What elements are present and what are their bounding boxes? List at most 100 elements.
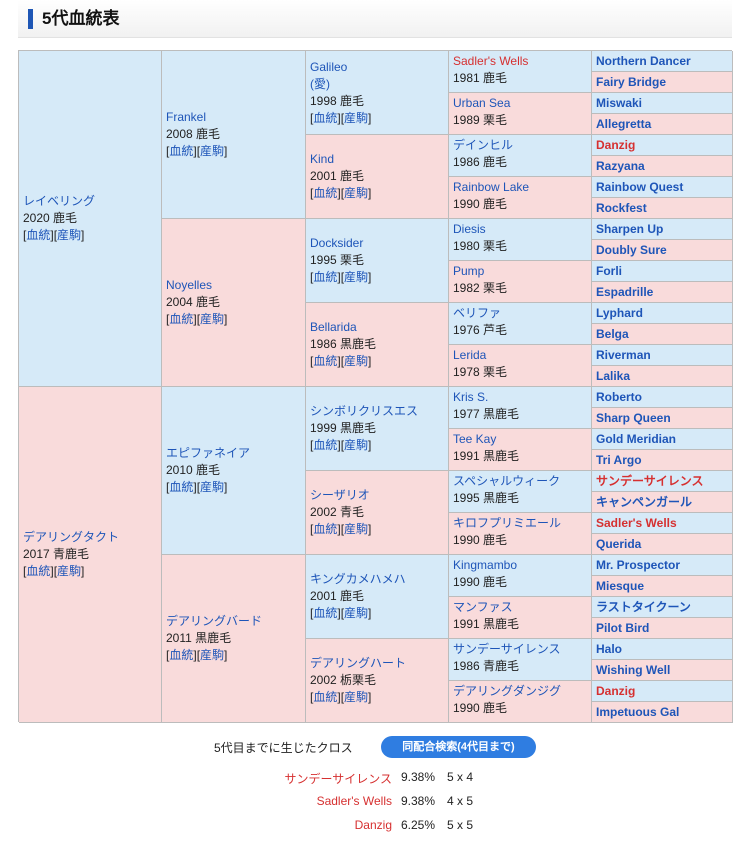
- offspring-link[interactable]: 産駒: [344, 270, 369, 284]
- horse-name[interactable]: Noyelles: [166, 278, 213, 292]
- offspring-link[interactable]: 産駒: [200, 312, 225, 326]
- horse-name[interactable]: Gold Meridian: [596, 431, 677, 446]
- horse-name[interactable]: Roberto: [596, 389, 642, 404]
- horse-name[interactable]: Halo: [596, 641, 623, 656]
- horse-name[interactable]: レイベリング: [23, 194, 96, 208]
- horse-name[interactable]: スペシャルウィーク: [453, 474, 561, 488]
- horse-name[interactable]: Kingmambo: [453, 558, 518, 572]
- blood-link[interactable]: 血統: [169, 312, 194, 326]
- offspring-link[interactable]: 産駒: [344, 522, 369, 536]
- horse-name[interactable]: デインヒル: [453, 138, 514, 152]
- horse-name[interactable]: Docksider: [310, 236, 364, 250]
- horse-name[interactable]: Razyana: [596, 158, 645, 173]
- offspring-link[interactable]: 産駒: [344, 606, 369, 620]
- horse-name[interactable]: Pilot Bird: [596, 620, 650, 635]
- horse-name[interactable]: キャンペンガール: [596, 494, 693, 509]
- horse-name[interactable]: Kris S.: [453, 390, 489, 404]
- horse-name[interactable]: デアリングタクト: [23, 530, 120, 544]
- blood-link[interactable]: 血統: [169, 480, 194, 494]
- horse-name[interactable]: キングカメハメハ: [310, 572, 406, 586]
- blood-link[interactable]: 血統: [169, 144, 194, 158]
- offspring-link[interactable]: 産駒: [344, 354, 369, 368]
- horse-name[interactable]: ラストタイクーン: [596, 599, 691, 614]
- horse-name[interactable]: Rockfest: [596, 200, 647, 215]
- horse-name[interactable]: Impetuous Gal: [596, 704, 680, 719]
- horse-origin[interactable]: (愛): [310, 76, 330, 91]
- horse-name[interactable]: Doubly Sure: [596, 242, 667, 257]
- horse-name[interactable]: Frankel: [166, 110, 207, 124]
- horse-name[interactable]: Diesis: [453, 222, 486, 236]
- horse-name[interactable]: Sharpen Up: [596, 221, 664, 236]
- horse-name[interactable]: Fairy Bridge: [596, 74, 667, 89]
- horse-name[interactable]: Galileo: [310, 59, 348, 74]
- blood-link[interactable]: 血統: [313, 354, 338, 368]
- horse-name[interactable]: Riverman: [596, 347, 651, 362]
- gen4-horse-cell: Pump 1982 栗毛: [449, 261, 592, 303]
- horse-info: 2001 鹿毛: [310, 169, 365, 183]
- offspring-link[interactable]: 産駒: [57, 228, 82, 242]
- blood-link[interactable]: 血統: [313, 110, 338, 125]
- horse-name[interactable]: Northern Dancer: [596, 53, 691, 68]
- blood-link[interactable]: 血統: [313, 690, 338, 704]
- horse-name[interactable]: サンデーサイレンス: [453, 642, 561, 656]
- horse-name[interactable]: キロフプリミエール: [453, 516, 562, 530]
- horse-name[interactable]: Tee Kay: [453, 432, 497, 446]
- blood-link[interactable]: 血統: [313, 270, 338, 284]
- horse-name[interactable]: Miswaki: [596, 95, 643, 110]
- offspring-link[interactable]: 産駒: [57, 564, 82, 578]
- horse-name[interactable]: デアリングハート: [310, 656, 407, 670]
- cross-horse-name[interactable]: Sadler's Wells: [316, 794, 392, 808]
- horse-name[interactable]: Sadler's Wells: [596, 515, 677, 530]
- offspring-link[interactable]: 産駒: [344, 438, 369, 452]
- header-accent-bar: [28, 9, 33, 29]
- horse-name[interactable]: Pump: [453, 264, 485, 278]
- horse-name[interactable]: Danzig: [596, 137, 636, 152]
- horse-name[interactable]: サンデーサイレンス: [596, 473, 704, 488]
- blood-link[interactable]: 血統: [313, 186, 338, 200]
- horse-name[interactable]: Tri Argo: [596, 452, 642, 467]
- horse-name[interactable]: Danzig: [596, 683, 636, 698]
- horse-name[interactable]: Mr. Prospector: [596, 557, 681, 572]
- horse-name[interactable]: シンボリクリスエス: [310, 404, 419, 418]
- horse-name[interactable]: Espadrille: [596, 284, 654, 299]
- horse-name[interactable]: マンファス: [453, 600, 513, 614]
- blood-link[interactable]: 血統: [313, 522, 338, 536]
- blood-link[interactable]: 血統: [313, 438, 338, 452]
- horse-name[interactable]: Wishing Well: [596, 662, 671, 677]
- horse-name[interactable]: シーザリオ: [310, 488, 370, 502]
- horse-name[interactable]: デアリングダンジグ: [453, 684, 562, 698]
- horse-name[interactable]: Belga: [596, 326, 629, 341]
- offspring-link[interactable]: 産駒: [200, 144, 225, 158]
- horse-name[interactable]: Lerida: [453, 348, 487, 362]
- horse-name[interactable]: Miesque: [596, 578, 645, 593]
- offspring-link[interactable]: 産駒: [200, 648, 225, 662]
- horse-name[interactable]: エピファネイア: [166, 446, 251, 460]
- blood-link[interactable]: 血統: [313, 606, 338, 620]
- horse-info: 2002 栃栗毛: [310, 673, 377, 687]
- horse-name[interactable]: Querida: [596, 536, 642, 551]
- horse-name[interactable]: Forli: [596, 263, 622, 278]
- horse-name[interactable]: デアリングバード: [166, 614, 263, 628]
- horse-name[interactable]: Bellarida: [310, 320, 357, 334]
- horse-name[interactable]: Rainbow Quest: [596, 179, 684, 194]
- blood-link[interactable]: 血統: [26, 228, 51, 242]
- horse-name[interactable]: Lalika: [596, 368, 631, 383]
- offspring-link[interactable]: 産駒: [344, 186, 369, 200]
- horse-name[interactable]: Urban Sea: [453, 96, 511, 110]
- same-mating-search-button[interactable]: 同配合検索(4代目まで): [381, 736, 536, 758]
- horse-name[interactable]: Kind: [310, 152, 335, 166]
- horse-name[interactable]: Lyphard: [596, 305, 643, 320]
- offspring-link[interactable]: 産駒: [200, 480, 225, 494]
- offspring-link[interactable]: 産駒: [344, 110, 369, 125]
- horse-info: 1981 鹿毛: [453, 71, 508, 85]
- horse-name[interactable]: Sharp Queen: [596, 410, 671, 425]
- cross-horse-name[interactable]: サンデーサイレンス: [284, 772, 392, 786]
- offspring-link[interactable]: 産駒: [344, 690, 369, 704]
- blood-link[interactable]: 血統: [169, 648, 194, 662]
- horse-name[interactable]: Rainbow Lake: [453, 180, 530, 194]
- cross-horse-name[interactable]: Danzig: [354, 818, 392, 832]
- blood-link[interactable]: 血統: [26, 564, 51, 578]
- horse-name[interactable]: Allegretta: [596, 116, 652, 131]
- horse-name[interactable]: Sadler's Wells: [453, 54, 529, 68]
- horse-name[interactable]: ベリファ: [453, 306, 502, 320]
